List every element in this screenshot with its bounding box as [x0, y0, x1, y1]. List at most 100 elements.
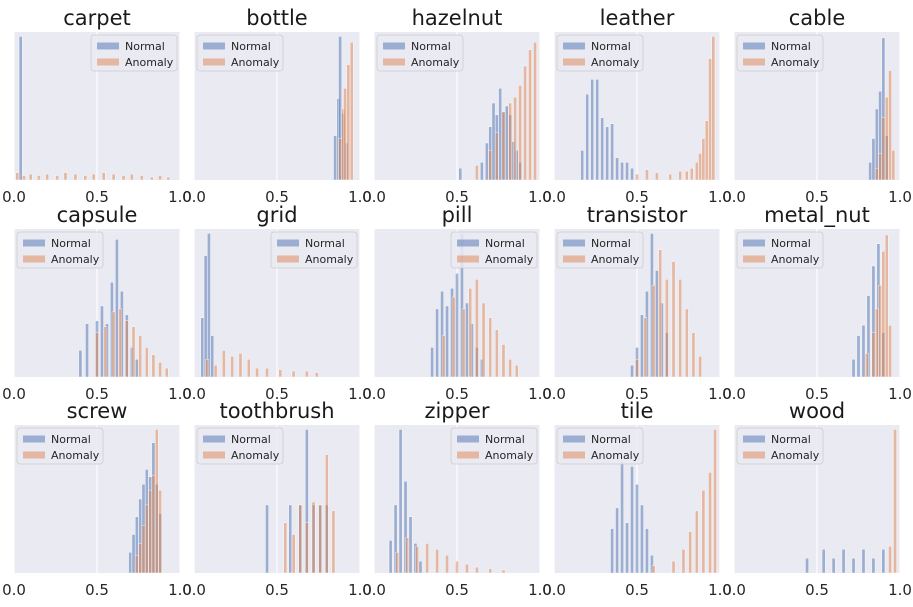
panel-title: metal_nut: [764, 203, 870, 228]
panel-title: cable: [789, 6, 846, 30]
bar-normal: [595, 79, 599, 181]
bar-anomaly: [305, 370, 309, 378]
x-tick-label: 0.5: [625, 581, 649, 599]
bar-normal: [630, 167, 634, 181]
legend-label-normal: Normal: [771, 433, 811, 446]
legend-label-anomaly: Anomaly: [591, 56, 640, 69]
legend-label-normal: Normal: [591, 40, 631, 53]
bar-normal: [630, 364, 634, 378]
x-tick-label: 0.5: [625, 188, 649, 206]
bar-anomaly: [158, 362, 162, 378]
x-tick-label: 0.5: [625, 385, 649, 403]
panel-metal-nut: metal_nut 0.0 0.5 1.0 Normal Anomaly: [722, 203, 912, 403]
bar-anomaly: [881, 250, 886, 378]
bar-anomaly: [893, 429, 897, 574]
legend-swatch-normal: [563, 42, 585, 50]
bar-anomaly: [508, 359, 512, 378]
bar-anomaly: [154, 429, 159, 574]
bar-normal: [861, 325, 866, 378]
legend-swatch-normal: [457, 435, 479, 443]
bar-anomaly: [118, 308, 123, 378]
bar-normal: [115, 239, 119, 378]
panel-grid: grid 0.0 0.5 1.0 Normal Anomaly: [182, 203, 372, 403]
bar-anomaly: [247, 359, 251, 378]
bar-anomaly: [874, 308, 879, 378]
bar-anomaly: [138, 335, 142, 378]
bar-normal: [590, 79, 594, 181]
legend-swatch-anomaly: [277, 255, 299, 263]
bar-anomaly: [651, 565, 656, 574]
panel-hazelnut: hazelnut 0.0 0.5 1.0 Normal Anomaly: [362, 6, 552, 206]
x-tick-label: 0.0: [182, 581, 206, 599]
legend: Normal Anomaly: [196, 427, 284, 465]
legend: Normal Anomaly: [736, 231, 824, 269]
x-tick-label: 1.0: [708, 188, 732, 206]
bar-anomaly: [265, 367, 269, 378]
legend-label-anomaly: Anomaly: [51, 449, 100, 462]
bar-normal: [580, 150, 584, 181]
bar-anomaly: [28, 173, 33, 181]
legend-label-anomaly: Anomaly: [125, 56, 174, 69]
legend-label-normal: Normal: [485, 433, 525, 446]
x-tick-label: 1.0: [348, 581, 372, 599]
panel-title: pill: [442, 203, 473, 227]
bar-anomaly: [101, 172, 106, 181]
x-tick-label: 1.0: [348, 385, 372, 403]
bar-anomaly: [878, 285, 882, 378]
bar-normal: [465, 302, 469, 378]
bar-normal: [841, 549, 846, 574]
legend-swatch-anomaly: [23, 255, 45, 263]
legend: Normal Anomaly: [556, 427, 644, 465]
bar-normal: [135, 359, 139, 378]
legend-label-normal: Normal: [771, 40, 811, 53]
x-tick-label: 0.5: [85, 385, 109, 403]
x-tick-label: 0.0: [2, 581, 26, 599]
legend: Normal Anomaly: [270, 231, 358, 269]
bar-anomaly: [713, 429, 717, 574]
bar-anomaly: [158, 489, 162, 574]
bar-anomaly: [685, 308, 689, 378]
x-tick-label: 0.5: [265, 581, 289, 599]
bar-normal: [265, 504, 269, 574]
bar-anomaly: [884, 234, 889, 378]
bar-anomaly: [681, 549, 686, 574]
bar-anomaly: [346, 64, 351, 181]
bar-normal: [856, 335, 861, 378]
bar-anomaly: [305, 522, 309, 574]
bar-anomaly: [141, 525, 146, 574]
x-tick-label: 1.0: [348, 188, 372, 206]
x-tick-label: 0.0: [722, 188, 746, 206]
bar-normal: [498, 88, 502, 181]
bar-normal: [871, 138, 876, 181]
bar-anomaly: [501, 569, 506, 574]
x-tick-label: 0.5: [265, 188, 289, 206]
panel-title: carpet: [63, 6, 131, 30]
bar-anomaly: [704, 120, 709, 181]
x-tick-label: 1.0: [708, 385, 732, 403]
bar-anomaly: [501, 344, 506, 378]
panel-title: zipper: [424, 399, 489, 423]
x-tick-label: 0.0: [542, 188, 566, 206]
legend-label-normal: Normal: [231, 40, 271, 53]
bar-anomaly: [91, 173, 96, 181]
legend-swatch-normal: [203, 42, 225, 50]
x-tick-label: 0.5: [445, 188, 469, 206]
legend-swatch-normal: [457, 239, 479, 247]
bar-anomaly: [130, 173, 134, 181]
legend-label-normal: Normal: [591, 237, 631, 250]
bar-anomaly: [658, 249, 663, 378]
legend: Normal Anomaly: [90, 34, 178, 72]
panel-pill: pill 0.0 0.5 1.0 Normal Anomaly: [362, 203, 552, 403]
bar-anomaly: [445, 555, 449, 574]
legend-swatch-normal: [97, 42, 119, 50]
bar-anomaly: [461, 308, 466, 378]
legend-swatch-anomaly: [383, 58, 405, 66]
panel-title: transistor: [587, 203, 688, 227]
bar-anomaly: [865, 353, 869, 378]
bar-anomaly: [711, 36, 716, 181]
bar-anomaly: [528, 49, 532, 181]
bar-anomaly: [878, 153, 882, 181]
bar-normal: [203, 255, 208, 378]
bar-normal: [210, 335, 215, 378]
